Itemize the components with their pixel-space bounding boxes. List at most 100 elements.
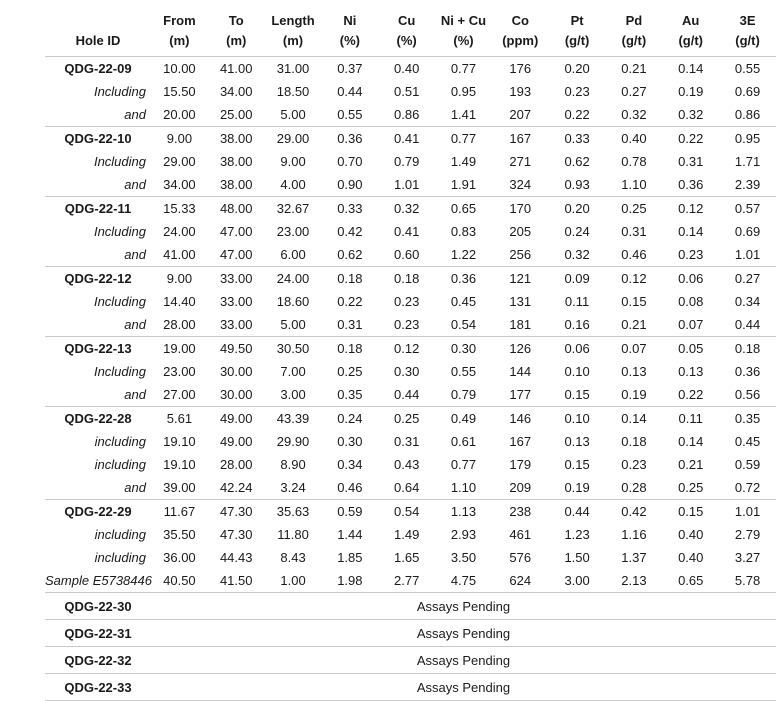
assay-value-cell: 47.00 <box>219 247 253 263</box>
assay-value-cell: 0.18 <box>378 266 436 291</box>
interval-qualifier-cell: Including <box>93 224 146 240</box>
assay-value-cell: 0.21 <box>605 56 663 81</box>
assay-value-cell: 0.23 <box>394 294 420 310</box>
assay-value-cell: 11.67 <box>151 499 208 524</box>
assay-value-cell: 1.91 <box>450 177 477 193</box>
assay-value-cell: 0.41 <box>394 224 420 240</box>
interval-qualifier-cell: including <box>94 457 146 473</box>
assay-value-cell: 0.30 <box>435 336 492 361</box>
assay-value-cell: 0.27 <box>719 266 776 291</box>
drill-assay-results-table: Hole ID From (m) To (m) Length (m) Ni (%) Cu (%) Ni… <box>45 5 776 701</box>
assay-value-cell: 33.00 <box>219 317 253 333</box>
assay-value-cell: 0.19 <box>564 480 590 496</box>
assay-value-cell: 0.21 <box>621 317 647 333</box>
assay-value-cell: 0.44 <box>548 499 606 524</box>
column-header-length: Length (m) <box>264 5 322 58</box>
assay-value-cell: 0.83 <box>450 224 477 240</box>
interval-qualifier-cell: Including <box>93 154 146 170</box>
assay-value-cell: 1.41 <box>450 107 477 123</box>
assay-value-cell: 4.00 <box>280 177 306 193</box>
assay-value-cell: 40.50 <box>163 573 196 589</box>
assay-value-cell: 15.33 <box>151 196 208 221</box>
assay-value-cell: 0.32 <box>621 107 647 123</box>
column-unit: (g/t) <box>621 33 647 49</box>
assay-value-cell: 0.16 <box>564 317 590 333</box>
column-header-3e: 3E (g/t) <box>719 5 776 58</box>
assay-value-cell: 0.34 <box>734 294 761 310</box>
assay-value-cell: 41.50 <box>219 573 253 589</box>
assay-value-cell: 2.93 <box>450 527 477 543</box>
assay-value-cell: 23.00 <box>163 364 196 380</box>
hole-id-cell: QDG-22-32 <box>45 646 151 674</box>
assay-value-cell: 0.36 <box>678 177 704 193</box>
assay-value-cell: 0.33 <box>321 196 379 221</box>
interval-row: and 27.00 30.00 3.00 0.35 0.44 0.79 177 0.15 0.19… <box>45 383 776 407</box>
assay-value-cell: 1.23 <box>564 527 590 543</box>
pending-hole-row: QDG-22-31 Assays Pending <box>45 619 776 647</box>
assay-value-cell: 0.34 <box>337 457 363 473</box>
assay-value-cell: 0.45 <box>734 434 761 450</box>
assay-value-cell: 0.79 <box>450 387 477 403</box>
assay-value-cell: 1.50 <box>564 550 590 566</box>
assay-value-cell: 0.25 <box>678 480 704 496</box>
hole-row: QDG-22-09 10.00 41.00 31.00 0.37 0.40 0.77 176 0… <box>45 56 776 81</box>
assay-value-cell: 121 <box>491 266 549 291</box>
assay-value-cell: 1.01 <box>394 177 420 193</box>
assay-value-cell: 0.25 <box>378 406 436 431</box>
assay-value-cell: 47.30 <box>207 499 265 524</box>
assay-value-cell: 0.79 <box>394 154 420 170</box>
assay-value-cell: 3.00 <box>280 387 306 403</box>
assay-value-cell: 0.35 <box>719 406 776 431</box>
assay-value-cell: 0.36 <box>734 364 761 380</box>
assay-value-cell: 0.07 <box>605 336 663 361</box>
assay-value-cell: 0.56 <box>734 387 761 403</box>
assay-value-cell: 0.33 <box>548 126 606 151</box>
column-label: To <box>228 13 244 28</box>
column-header-to: To (m) <box>207 5 265 58</box>
assay-value-cell: 27.00 <box>163 387 196 403</box>
column-unit: (m) <box>169 33 190 49</box>
assay-value-cell: 576 <box>509 550 532 566</box>
assay-value-cell: 25.00 <box>219 107 253 123</box>
assay-value-cell: 8.90 <box>280 457 306 473</box>
assay-value-cell: 0.37 <box>321 56 379 81</box>
assay-value-cell: 33.00 <box>219 294 253 310</box>
assay-value-cell: 170 <box>491 196 549 221</box>
assay-value-cell: 18.50 <box>276 84 310 100</box>
assay-value-cell: 256 <box>509 247 532 263</box>
column-header-ni-cu: Ni + Cu (%) <box>435 5 492 58</box>
column-unit: (%) <box>339 33 360 49</box>
assay-value-cell: 48.00 <box>207 196 265 221</box>
column-unit: (m) <box>282 33 304 49</box>
assay-value-cell: 29.90 <box>276 434 310 450</box>
column-label: Pt <box>570 13 584 28</box>
assay-value-cell: 0.45 <box>450 294 477 310</box>
assay-value-cell: 179 <box>509 457 532 473</box>
assay-value-cell: 29.00 <box>264 126 322 151</box>
assay-value-cell: 0.40 <box>378 56 436 81</box>
assays-pending-cell: Assays Pending <box>151 619 776 647</box>
assay-value-cell: 1.13 <box>435 499 492 524</box>
assay-value-cell: 0.05 <box>662 336 720 361</box>
assay-value-cell: 0.78 <box>621 154 647 170</box>
assay-value-cell: 9.00 <box>151 126 208 151</box>
hole-row: QDG-22-29 11.67 47.30 35.63 0.59 0.54 1.13 238 0… <box>45 499 776 524</box>
assay-value-cell: 167 <box>509 434 532 450</box>
assay-value-cell: 0.69 <box>734 224 761 240</box>
interval-row: and 20.00 25.00 5.00 0.55 0.86 1.41 207 0.22 0.32… <box>45 103 776 127</box>
assay-value-cell: 1.16 <box>621 527 647 543</box>
column-header-au: Au (g/t) <box>662 5 720 58</box>
assay-value-cell: 0.32 <box>564 247 590 263</box>
assay-value-cell: 0.49 <box>435 406 492 431</box>
assay-value-cell: 0.62 <box>337 247 363 263</box>
interval-row: and 41.00 47.00 6.00 0.62 0.60 1.22 256 0.32 0.46… <box>45 243 776 267</box>
assay-value-cell: 41.00 <box>207 56 265 81</box>
assay-value-cell: 30.00 <box>219 387 253 403</box>
assay-value-cell: 42.24 <box>219 480 253 496</box>
hole-row: QDG-22-10 9.00 38.00 29.00 0.36 0.41 0.77 167 0.… <box>45 126 776 151</box>
assay-value-cell: 0.42 <box>605 499 663 524</box>
assay-value-cell: 2.79 <box>734 527 761 543</box>
interval-row: including 36.00 44.43 8.43 1.85 1.65 3.50 576 1.… <box>45 546 776 569</box>
assay-value-cell: 1.65 <box>394 550 420 566</box>
assay-value-cell: 1.85 <box>337 550 363 566</box>
